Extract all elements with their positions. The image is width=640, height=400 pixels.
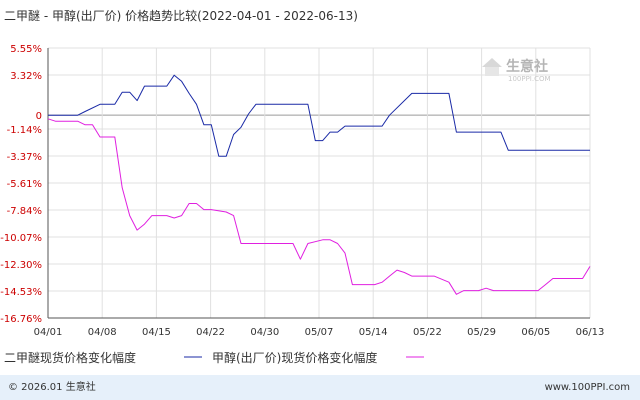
legend-label-methanol: 甲醇(出厂价)现货价格变化幅度 <box>212 350 377 365</box>
x-tick-label: 05/29 <box>467 327 496 338</box>
series-line-methanol <box>47 118 591 295</box>
chart-title: 二甲醚 - 甲醇(出厂价) 价格趋势比较(2022-04-01 - 2022-0… <box>4 8 358 23</box>
x-tick-label: 04/30 <box>250 327 279 338</box>
y-tick-label: 5.55% <box>10 44 42 55</box>
y-tick-label: 0 <box>36 111 42 122</box>
x-tick-label: 04/22 <box>196 327 225 338</box>
x-tick-label: 06/13 <box>576 327 605 338</box>
x-tick-label: 05/22 <box>413 327 442 338</box>
x-tick-label: 04/01 <box>34 327 63 338</box>
y-tick-label: 3.32% <box>10 71 42 82</box>
x-tick-label: 06/05 <box>521 327 550 338</box>
series <box>47 74 591 295</box>
legend: 二甲醚现货价格变化幅度 甲醇(出厂价)现货价格变化幅度 <box>4 350 424 365</box>
watermark-logo: 生意社 100PPI.COM <box>482 58 551 83</box>
y-tick-label: -7.84% <box>7 206 42 217</box>
y-tick-label: -16.76% <box>0 314 42 325</box>
y-tick-labels: 5.55% 3.32% 0 -1.14% -3.37% -5.61% -7.84% -10.0… <box>0 44 42 325</box>
y-tick-label: -12.30% <box>0 260 42 271</box>
x-tick-label: 04/15 <box>142 327 171 338</box>
footer-copyright: © 2026.01 生意社 <box>8 380 96 393</box>
x-tick-labels: 04/01 04/08 04/15 04/22 04/30 05/07 05/14 05/22… <box>34 327 605 338</box>
y-tick-label: -10.07% <box>0 233 42 244</box>
x-tick-label: 04/08 <box>88 327 117 338</box>
y-tick-label: -14.53% <box>0 287 42 298</box>
watermark-brand: 生意社 <box>506 58 548 75</box>
grid <box>47 47 591 319</box>
legend-label-dimethyl-ether: 二甲醚现货价格变化幅度 <box>4 350 136 365</box>
footer-bar <box>0 375 640 400</box>
x-tick-label: 05/14 <box>359 327 388 338</box>
axes <box>47 48 590 319</box>
y-tick-label: -1.14% <box>7 125 42 136</box>
watermark-house-body <box>485 67 499 76</box>
y-tick-label: -5.61% <box>7 179 42 190</box>
y-tick-label: -3.37% <box>7 152 42 163</box>
series-line-dimethyl-ether <box>48 74 590 157</box>
watermark-domain: 100PPI.COM <box>508 75 551 83</box>
watermark-house-icon <box>482 58 502 67</box>
x-tick-label: 05/07 <box>305 327 334 338</box>
footer-site: www.100PPI.com <box>545 382 630 393</box>
